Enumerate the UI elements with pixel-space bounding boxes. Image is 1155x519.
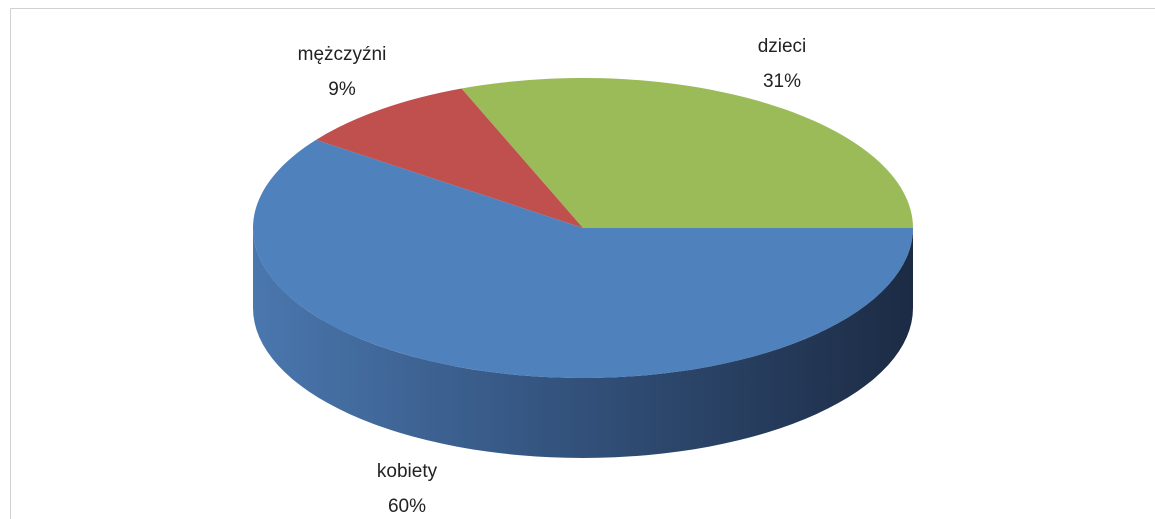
slice [316,88,583,228]
value-label: 60% [388,496,426,517]
slice [461,77,913,228]
category-label: dzieci [758,36,807,57]
slice [252,139,913,378]
slice-side [253,228,913,458]
category-label: mężczyźni [298,44,387,65]
value-label: 9% [328,79,356,100]
category-label: kobiety [377,461,438,482]
value-label: 31% [763,71,801,92]
